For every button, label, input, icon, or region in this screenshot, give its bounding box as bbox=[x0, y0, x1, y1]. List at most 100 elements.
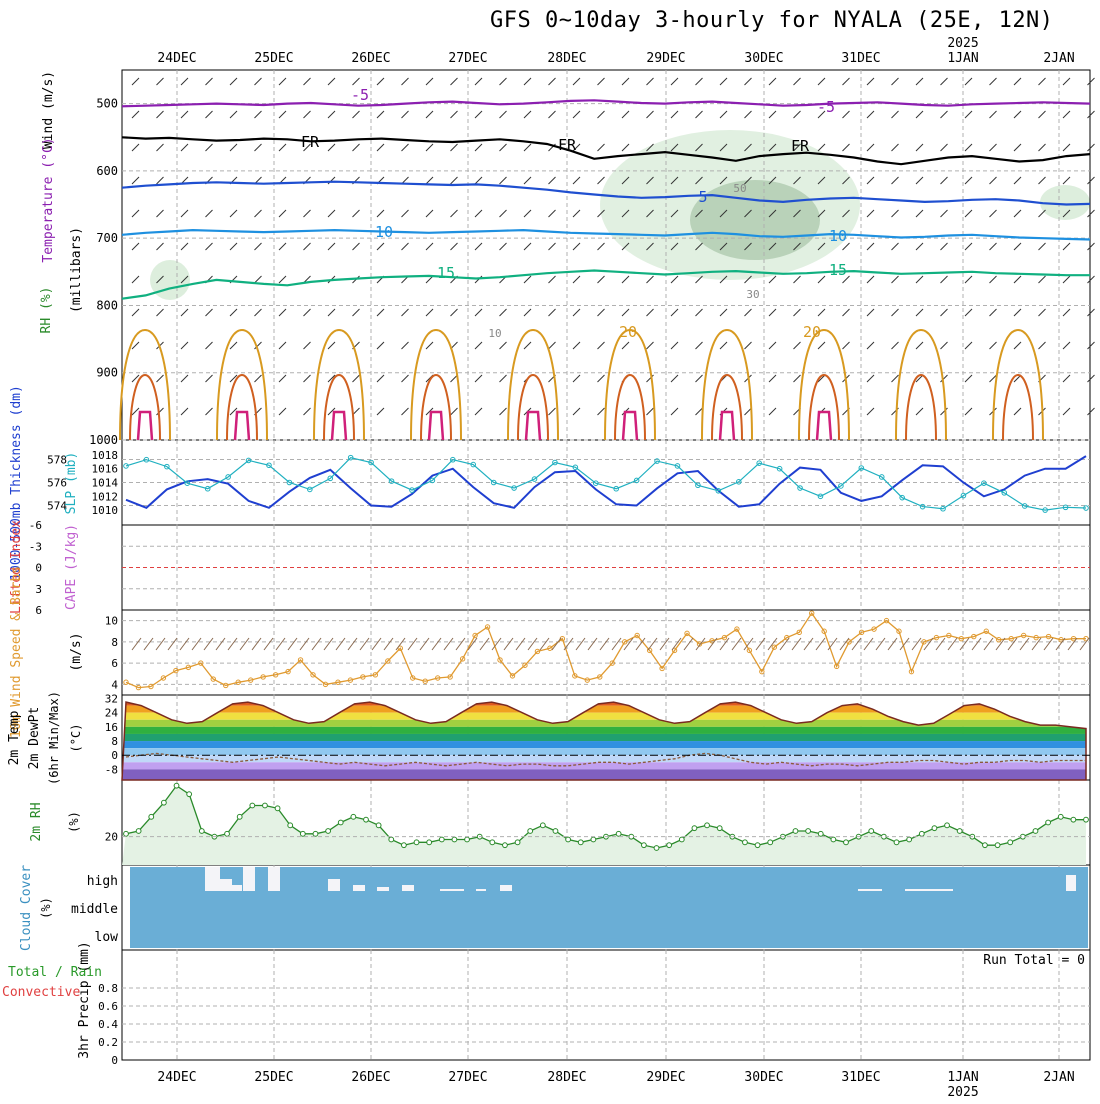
wind-barb-10m bbox=[239, 637, 250, 651]
wind-barb bbox=[327, 341, 336, 350]
precip-tick-label: 0.8 bbox=[98, 982, 118, 995]
contour-label: FR bbox=[791, 137, 810, 155]
wind-barb bbox=[989, 341, 997, 350]
wind-barb bbox=[180, 209, 189, 218]
wind-barb bbox=[303, 143, 311, 152]
wind-barb bbox=[940, 242, 948, 251]
wind-speed-marker bbox=[784, 634, 790, 641]
wind-barb-10m bbox=[263, 637, 274, 651]
wind-barb bbox=[621, 275, 630, 284]
wind-barb bbox=[180, 308, 189, 317]
wind-barb bbox=[670, 374, 679, 383]
wind-barb-10m bbox=[791, 637, 802, 651]
wind-barb bbox=[327, 209, 336, 218]
slp-marker bbox=[388, 478, 395, 484]
wind-barb bbox=[254, 242, 262, 251]
wind-speed-marker bbox=[597, 674, 603, 680]
temp-tick-label: -8 bbox=[105, 763, 118, 776]
wind-barb bbox=[572, 341, 581, 350]
wind-barb bbox=[1062, 176, 1071, 185]
wind-barb bbox=[523, 77, 532, 86]
wind-barb-10m bbox=[851, 637, 862, 651]
wind-barb bbox=[1062, 209, 1071, 218]
wind-barb bbox=[768, 77, 777, 86]
wind-speed-marker bbox=[921, 639, 927, 645]
rh-marker bbox=[590, 836, 597, 843]
wind-speed-marker bbox=[310, 672, 316, 678]
wind-barb bbox=[180, 374, 189, 383]
wind-barb bbox=[229, 242, 238, 251]
wind-barb bbox=[499, 110, 507, 119]
wind-speed-marker bbox=[659, 665, 665, 672]
wind-barb bbox=[646, 143, 654, 152]
wind-barb bbox=[793, 209, 801, 218]
wind-barb bbox=[401, 209, 409, 218]
wind-speed-marker bbox=[335, 679, 341, 685]
wind-speed-marker bbox=[1020, 632, 1027, 639]
wind-barb-10m bbox=[1067, 637, 1078, 651]
precip-convective-label: Convective bbox=[2, 985, 80, 1000]
slp-tick-label: 1010 bbox=[92, 504, 119, 517]
wind-barb bbox=[303, 341, 311, 350]
wind-barb bbox=[744, 110, 752, 119]
slp-marker bbox=[490, 479, 497, 486]
rh-marker bbox=[160, 799, 167, 806]
wind-barb bbox=[548, 209, 556, 218]
contour-label: 15 bbox=[437, 264, 455, 282]
wind-barb bbox=[474, 77, 483, 86]
wind-barb bbox=[131, 374, 140, 383]
slp-marker bbox=[654, 458, 660, 464]
wind-barb bbox=[597, 176, 605, 185]
li-tick-label: 3 bbox=[35, 583, 42, 596]
wind-barb bbox=[793, 374, 801, 383]
wind-barb-10m bbox=[311, 637, 322, 651]
cloud-clear-bar bbox=[353, 885, 365, 891]
wind-barb bbox=[1062, 341, 1071, 350]
wind-barb bbox=[278, 308, 287, 317]
pressure-tick-label: 1000 bbox=[89, 433, 118, 447]
wind-barb bbox=[891, 242, 899, 251]
wind-barb bbox=[989, 176, 997, 185]
wind-barb bbox=[670, 77, 679, 86]
wind-barb bbox=[1087, 275, 1095, 284]
wind-barb-10m bbox=[947, 637, 958, 651]
wind-barb bbox=[621, 110, 630, 119]
wind-barb bbox=[744, 242, 752, 251]
precip-tick-label: 0.6 bbox=[98, 1000, 118, 1013]
wind-barb bbox=[842, 341, 850, 350]
wind-barb bbox=[156, 209, 164, 218]
wind-barb bbox=[744, 275, 752, 284]
boundary-layer-contour bbox=[330, 410, 348, 441]
wind-barb bbox=[891, 143, 899, 152]
wind-barb-10m bbox=[155, 637, 166, 651]
wind-barb bbox=[695, 242, 703, 251]
precip-tick-label: 0 bbox=[111, 1054, 118, 1067]
rh-marker bbox=[918, 830, 925, 837]
wind-barb bbox=[1038, 341, 1046, 350]
wind-barb bbox=[915, 77, 924, 86]
wind-barb bbox=[597, 308, 605, 317]
wind-barb bbox=[425, 143, 434, 152]
wind-barb bbox=[425, 308, 434, 317]
wind-barb bbox=[205, 308, 213, 317]
wind-barb bbox=[964, 308, 973, 317]
wind-barb bbox=[229, 209, 238, 218]
slp-axis-label: SLP (mb) bbox=[64, 452, 79, 515]
rh-marker bbox=[716, 825, 723, 832]
boundary-layer-contour bbox=[604, 328, 656, 441]
rh-marker bbox=[666, 842, 673, 849]
wind-barb bbox=[891, 308, 899, 317]
wind-barb bbox=[866, 176, 875, 185]
slp-marker bbox=[572, 464, 579, 471]
wind-barb bbox=[670, 275, 679, 284]
wind-unit-label: (m/s) bbox=[69, 632, 84, 671]
wind-barb bbox=[744, 341, 752, 350]
wind-barb bbox=[474, 176, 483, 185]
contour-label: 10 bbox=[829, 227, 847, 245]
wind-barb bbox=[1087, 143, 1095, 152]
wind-barb bbox=[842, 209, 850, 218]
wind-barb bbox=[303, 242, 311, 251]
wind-barb bbox=[572, 275, 581, 284]
